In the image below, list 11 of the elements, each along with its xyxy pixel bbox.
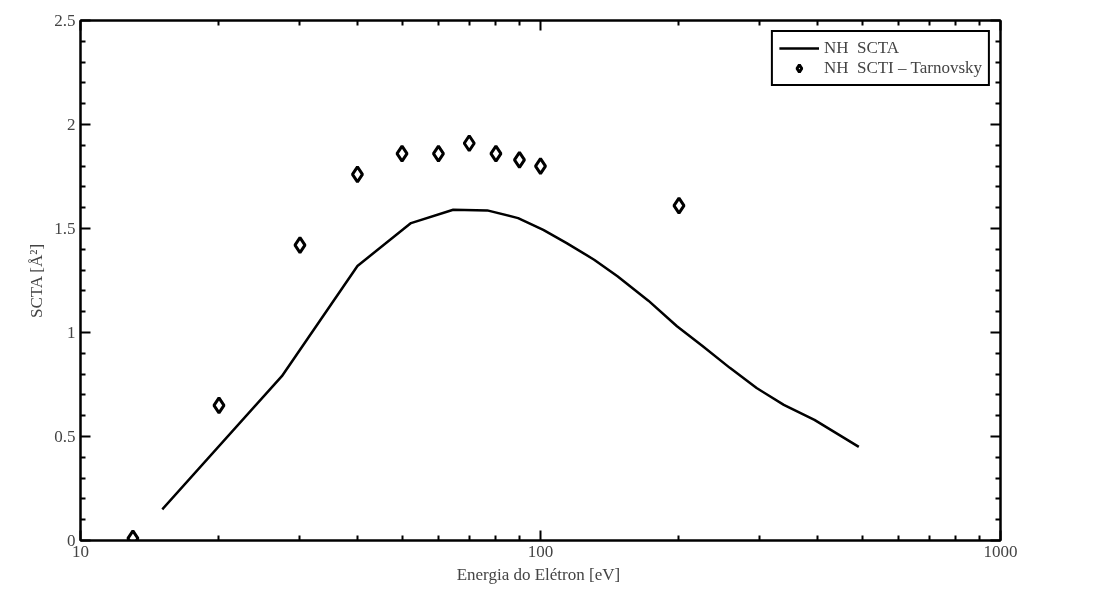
legend-label: NH SCTA (823, 38, 900, 58)
x-tick-label: 100 (527, 541, 554, 561)
y-tick-label: 2 (67, 115, 76, 134)
y-tick-label: 1 (67, 323, 76, 342)
x-axis-title: Energia do Elétron [eV] (456, 564, 621, 584)
x-tick-label: 1000 (983, 541, 1018, 561)
y-tick-label: 0.5 (54, 427, 76, 446)
y-tick-label: 1.5 (54, 219, 76, 238)
y-tick-label: 2.5 (54, 11, 76, 30)
y-axis-title: SCTA [Å²] (27, 243, 47, 319)
legend-label: NH SCTI – Tarnovsky (823, 58, 982, 78)
